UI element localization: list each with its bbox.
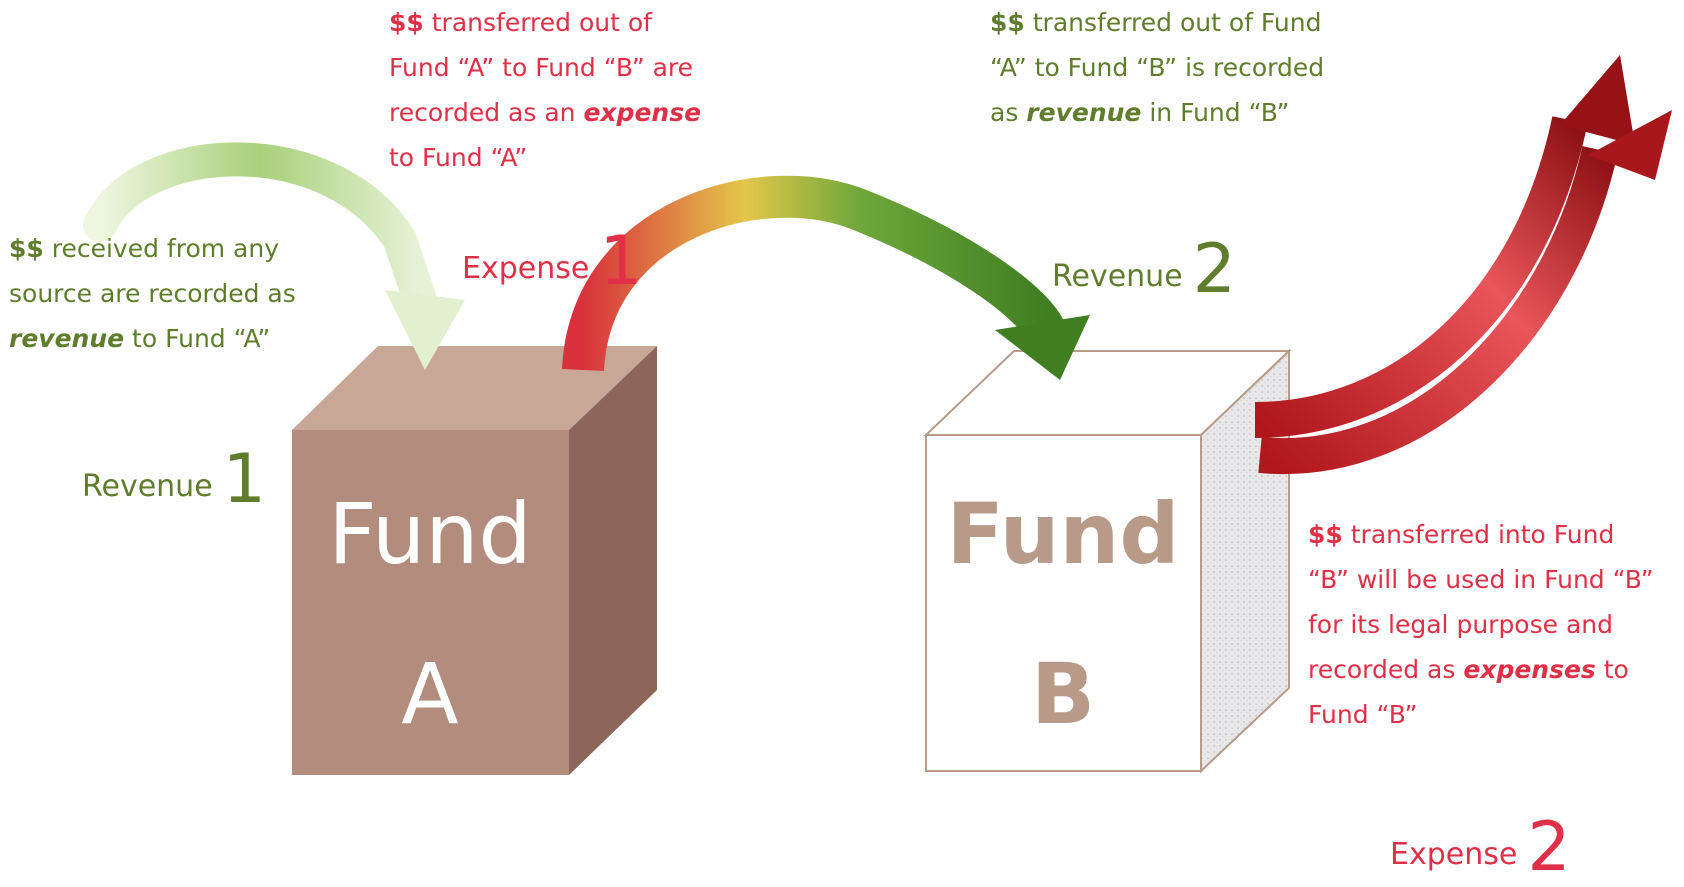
label-revenue-2: Revenue 2 <box>1052 230 1236 309</box>
note-revenue-a: $$ received from any source are recorded… <box>9 226 339 361</box>
fund-a-letter: A <box>290 645 570 743</box>
text-part: $$ <box>1308 520 1343 549</box>
text-part: Revenue <box>82 469 213 504</box>
text-part: received from any source are recorded as <box>9 234 296 308</box>
text-part: revenue <box>9 324 124 353</box>
text-part: 1 <box>223 440 266 519</box>
fund-a-word: Fund <box>290 485 570 583</box>
text-part: $$ <box>9 234 44 263</box>
fund-b-letter: B <box>923 645 1203 743</box>
text-part: in Fund “B” <box>1141 98 1289 127</box>
fund-b-word: Fund <box>923 485 1203 583</box>
diagram: $$ received from any source are recorded… <box>0 0 1684 866</box>
label-expense-1: Expense 1 <box>462 222 643 301</box>
text-part: to Fund “A” <box>389 143 527 172</box>
label-revenue-1: Revenue 1 <box>82 440 266 519</box>
expense-arrow-2 <box>1255 120 1570 420</box>
note-revenue-b: $$ transferred out of Fund “A” to Fund “… <box>990 0 1330 135</box>
text-part: $$ <box>990 8 1025 37</box>
text-part: Revenue <box>1052 259 1183 294</box>
text-part: 2 <box>1527 808 1570 887</box>
note-expense-a: $$ transferred out of Fund “A” to Fund “… <box>389 0 719 180</box>
text-part: 2 <box>1193 230 1236 309</box>
text-part: revenue <box>1026 98 1141 127</box>
text-part: expenses <box>1463 655 1595 684</box>
text-part: expense <box>583 98 701 127</box>
text-part: $$ <box>389 8 424 37</box>
transfer-arrow <box>583 197 1045 370</box>
text-part: 1 <box>599 222 642 301</box>
text-part: to Fund “A” <box>124 324 270 353</box>
label-expense-2: Expense 2 <box>1390 808 1571 887</box>
note-expense-b: $$ transferred into Fund “B” will be use… <box>1308 512 1663 737</box>
text-part: Expense <box>462 251 589 286</box>
text-part: Expense <box>1390 837 1517 872</box>
